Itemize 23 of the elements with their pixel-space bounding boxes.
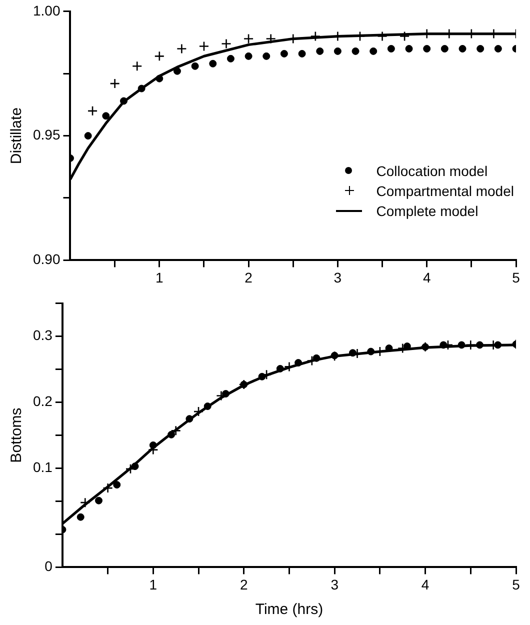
y-tick-label: 0.95 [33,126,60,143]
x-tick-label: 2 [244,269,253,286]
legend-label: Complete model [376,202,478,221]
y-tick-label: 0.90 [33,251,60,268]
x-tick-label: 1 [156,269,164,286]
x-tick-label: 1 [149,576,158,592]
legend-label: Compartmental model [376,182,514,201]
x-tick-label: 5 [512,269,520,286]
x-axis-title: Time (hrs) [255,601,324,618]
x-tick-label: 4 [421,576,430,592]
y-axis-title: Bottoms [8,408,26,463]
y-tick-label: 0 [44,558,53,574]
x-tick-label: 5 [512,576,520,592]
x-tick-label: 3 [334,269,342,286]
y-tick-label: 0.1 [32,459,53,476]
y-tick-label: 0.2 [32,393,53,410]
y-axis-title: Distillate [8,107,26,164]
legend-label: Collocation model [376,162,488,181]
x-tick-label: 2 [240,576,248,592]
x-tick-label: 3 [330,576,339,592]
y-tick-label: 1.00 [33,2,60,18]
y-tick-label: 0.3 [32,327,53,344]
x-tick-label: 4 [422,269,431,286]
